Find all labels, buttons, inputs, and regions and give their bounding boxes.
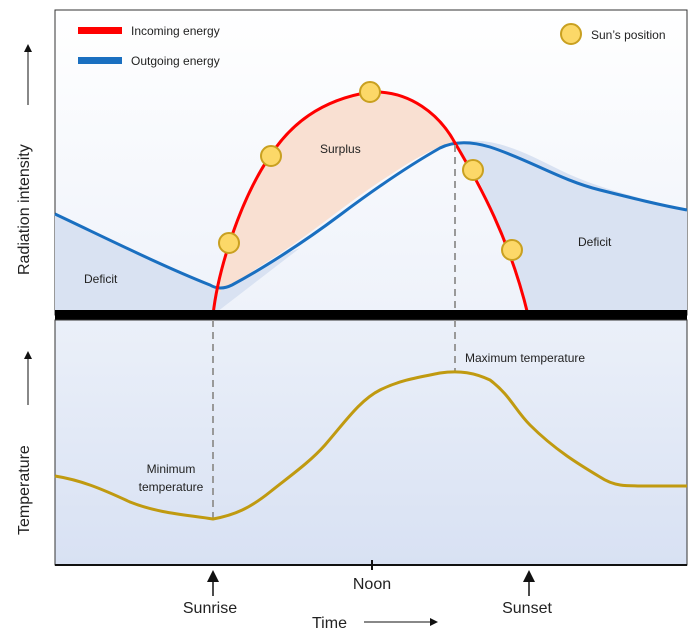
deficit-area-right bbox=[455, 140, 687, 315]
sun-icon bbox=[260, 145, 282, 167]
sun-icon bbox=[218, 232, 240, 254]
sun-positions bbox=[218, 81, 523, 261]
outgoing-legend-swatch bbox=[78, 57, 122, 64]
legend: Incoming energy Outgoing energy Sun’s po… bbox=[78, 23, 666, 68]
outgoing-energy-line bbox=[54, 141, 688, 290]
sun-icon bbox=[462, 159, 484, 181]
surplus-label: Surplus bbox=[320, 142, 361, 156]
deficit-label-right: Deficit bbox=[578, 235, 612, 249]
sun-legend-label: Sun’s position bbox=[591, 28, 666, 42]
temperature-line bbox=[54, 370, 687, 521]
min-temp-label-2: temperature bbox=[139, 480, 204, 494]
separator-bar bbox=[55, 310, 687, 320]
sunrise-label: Sunrise bbox=[183, 600, 237, 617]
incoming-legend-swatch bbox=[78, 27, 122, 34]
radiation-axis-label: Radiation intensity bbox=[16, 144, 33, 275]
temperature-axis-label: Temperature bbox=[16, 445, 33, 535]
deficit-area-left-clip bbox=[55, 214, 221, 315]
max-temp-label: Maximum temperature bbox=[465, 351, 585, 365]
incoming-legend-label: Incoming energy bbox=[131, 24, 220, 38]
min-temp-label-1: Minimum bbox=[147, 462, 196, 476]
sun-icon bbox=[359, 81, 381, 103]
sun-icon bbox=[501, 239, 523, 261]
noon-label: Noon bbox=[353, 576, 391, 593]
time-axis-label: Time bbox=[312, 615, 347, 632]
temperature-panel bbox=[54, 319, 688, 566]
surplus-area bbox=[215, 91, 455, 301]
sunset-label: Sunset bbox=[502, 600, 552, 617]
deficit-label-left: Deficit bbox=[84, 272, 118, 286]
sun-legend-icon bbox=[560, 23, 582, 45]
outgoing-legend-label: Outgoing energy bbox=[131, 54, 220, 68]
